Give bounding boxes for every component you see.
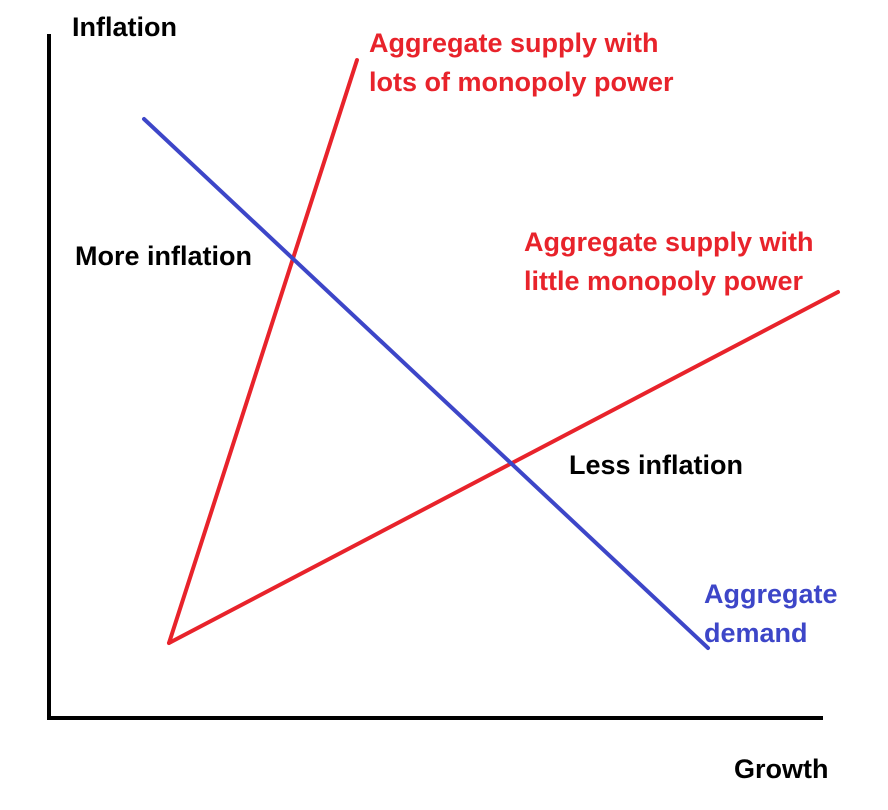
aggregate-supply-high-monopoly-label-line-2: lots of monopoly power xyxy=(369,67,674,97)
aggregate-demand-label-line-2: demand xyxy=(704,618,808,648)
aggregate-demand-line xyxy=(142,117,710,650)
aggregate-supply-low-monopoly-label-line-1: Aggregate supply with xyxy=(524,227,814,257)
x-axis-label: Growth xyxy=(734,754,829,784)
less-inflation-label: Less inflation xyxy=(569,450,744,480)
aggregate-demand-label-line-1: Aggregate xyxy=(704,579,838,609)
aggregate-supply-low-monopoly-label-line-2: little monopoly power xyxy=(524,266,804,296)
aggregate-supply-high-monopoly-line xyxy=(167,58,359,645)
y-axis-label: Inflation xyxy=(72,12,177,42)
more-inflation-label: More inflation xyxy=(75,241,252,271)
aggregate-demand-label: Aggregate demand xyxy=(704,575,838,653)
aggregate-supply-low-monopoly-label: Aggregate supply with little monopoly po… xyxy=(524,223,814,301)
aggregate-supply-low-monopoly-line xyxy=(167,290,840,645)
aggregate-supply-high-monopoly-label-line-1: Aggregate supply with xyxy=(369,28,659,58)
aggregate-supply-high-monopoly-label: Aggregate supply with lots of monopoly p… xyxy=(369,24,674,102)
